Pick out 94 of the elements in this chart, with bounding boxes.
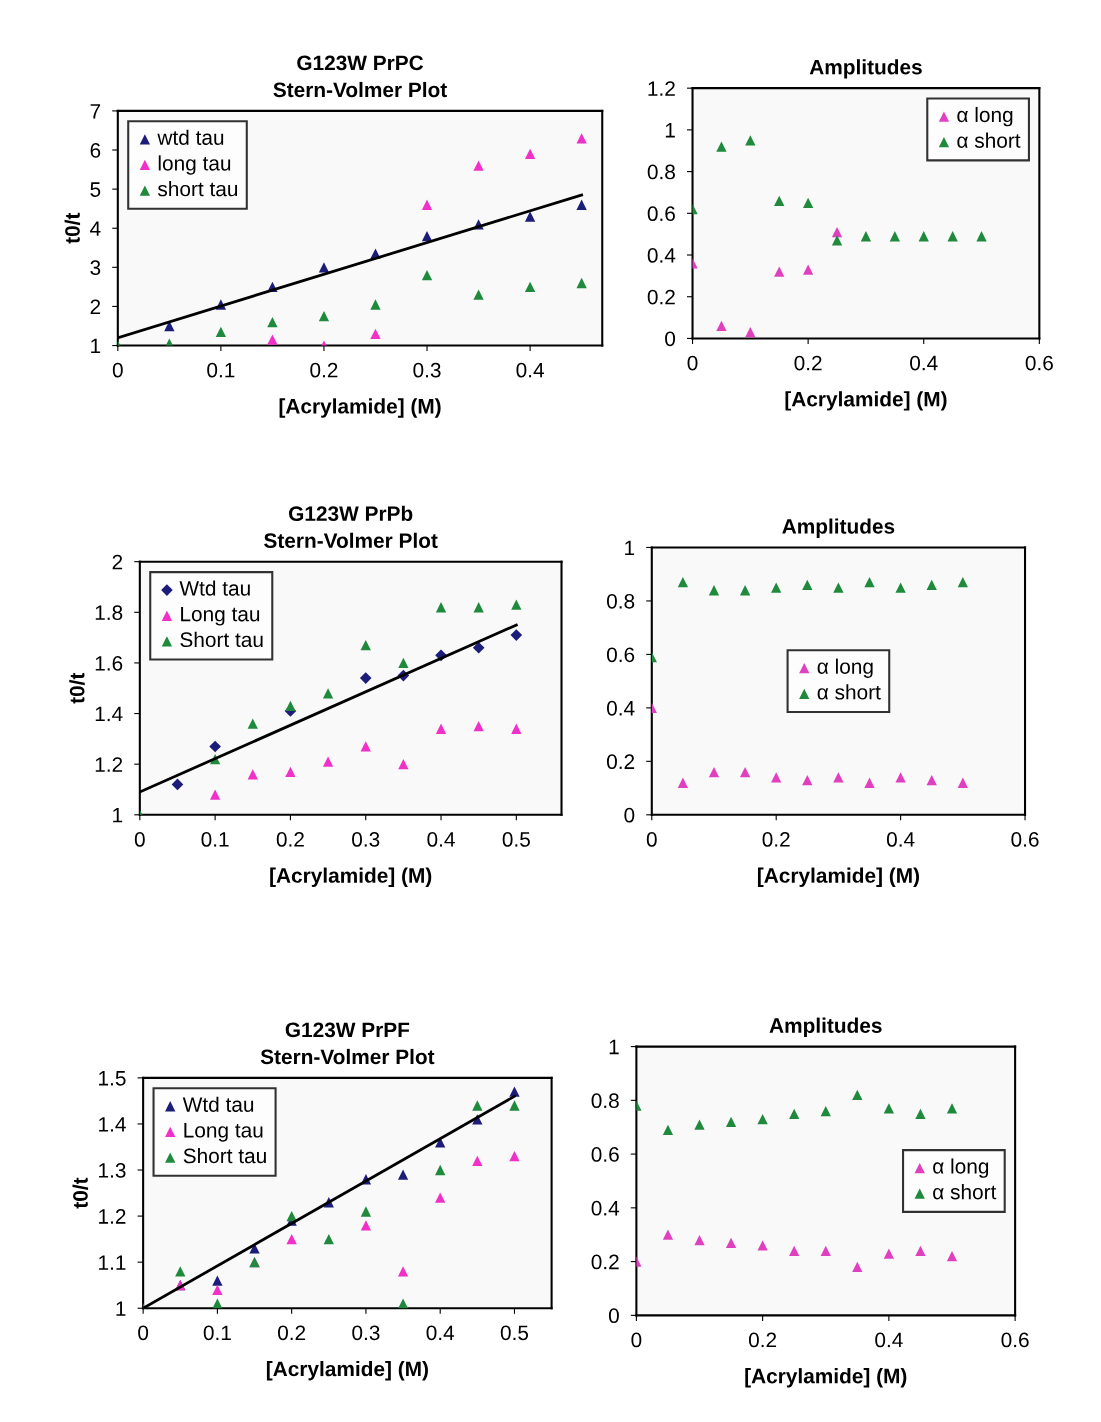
y-tick-label: 0.2	[606, 754, 635, 770]
x-tick-label: 0.4	[910, 355, 938, 371]
legend-label: α short	[933, 1184, 997, 1200]
legend-label: Wtd tau	[179, 580, 250, 596]
y-tick-label: 2	[90, 299, 101, 314]
x-tick-label: 0	[687, 355, 698, 371]
legend-label: long tau	[158, 155, 231, 175]
y-tick-label: 0.4	[606, 700, 635, 716]
chart-title: G123W PrPF Stern-Volmer Plot	[260, 1022, 435, 1065]
legend-label: α long	[933, 1158, 989, 1178]
y-tick-label: 1	[91, 338, 101, 354]
legend-label: short tau	[157, 181, 238, 197]
x-tick-label: 0.5	[502, 832, 530, 847]
y-tick-label: 0.8	[591, 1093, 619, 1109]
y-axis-title: t0/t	[64, 212, 81, 244]
y-axis-title: t0/t	[72, 1177, 89, 1209]
x-tick-label: 0.1	[201, 832, 229, 847]
x-axis-title: [Acrylamide] (M)	[745, 1368, 907, 1388]
y-tick-label: 7	[90, 104, 101, 119]
x-axis-title: [Acrylamide] (M)	[785, 391, 947, 411]
chart-title: Amplitudes	[782, 518, 895, 538]
x-tick-label: 0.6	[1011, 832, 1039, 847]
x-tick-label: 0.2	[794, 355, 822, 371]
x-tick-label: 0.2	[762, 832, 790, 847]
y-tick-label: 0.2	[647, 289, 675, 305]
x-tick-label: 0.1	[207, 362, 235, 378]
y-tick-label: 3	[90, 260, 101, 276]
legend-label: Wtd tau	[182, 1096, 254, 1112]
y-tick-label: 1.8	[95, 605, 123, 621]
y-tick-label: 6	[90, 143, 101, 158]
y-tick-label: 1	[113, 808, 123, 823]
x-tick-label: 0.6	[1025, 355, 1053, 371]
y-tick-label: 0.8	[606, 593, 635, 609]
y-tick-label: 0.6	[591, 1147, 619, 1162]
y-axis-title: t0/t	[69, 672, 85, 704]
x-tick-label: 0.4	[427, 832, 455, 847]
legend-label: Short tau	[183, 1147, 266, 1164]
x-tick-label: 0.4	[886, 832, 915, 847]
y-tick-label: 1.2	[99, 1209, 126, 1224]
y-tick-label: 5	[90, 182, 101, 197]
legend-label: α short	[817, 684, 881, 700]
x-tick-label: 0.4	[875, 1332, 903, 1348]
y-tick-label: 0.8	[647, 164, 675, 180]
y-tick-label: 1.1	[99, 1255, 126, 1270]
legend-label: Short tau	[180, 631, 263, 648]
legend-label: α long	[957, 106, 1013, 127]
y-tick-label: 1	[609, 1039, 619, 1055]
y-tick-label: 1	[665, 123, 675, 138]
y-tick-label: 0.2	[591, 1254, 619, 1270]
x-tick-label: 0.4	[426, 1325, 455, 1341]
y-tick-label: 1.4	[99, 1117, 126, 1132]
y-tick-label: 0.4	[647, 248, 676, 263]
x-axis-title: [Acrylamide] (M)	[270, 867, 432, 887]
x-tick-label: 0.3	[352, 832, 380, 847]
y-tick-label: 1.3	[99, 1163, 126, 1178]
x-axis-title: [Acrylamide] (M)	[266, 1360, 428, 1381]
chart-title: G123W PrPC Stern-Volmer Plot	[273, 55, 447, 98]
chart-title: G123W PrPb Stern-Volmer Plot	[264, 505, 438, 549]
y-tick-label: 4	[90, 221, 101, 236]
y-tick-label: 0.6	[647, 206, 675, 222]
x-tick-label: 0.5	[500, 1325, 529, 1341]
legend-label: α short	[957, 132, 1021, 148]
x-tick-label: 0.1	[203, 1325, 231, 1341]
x-tick-label: 0.2	[276, 832, 304, 847]
y-tick-label: 0	[624, 807, 635, 823]
x-tick-label: 0.2	[278, 1325, 306, 1341]
y-tick-label: 1.5	[99, 1071, 126, 1086]
y-tick-label: 1.6	[95, 655, 123, 671]
legend-label: Long tau	[181, 606, 260, 626]
x-axis-title: [Acrylamide] (M)	[757, 867, 919, 887]
y-tick-label: 0.6	[606, 647, 635, 663]
x-tick-label: 0	[138, 1325, 149, 1341]
y-tick-label: 2	[112, 554, 123, 570]
x-tick-label: 0.3	[413, 362, 441, 378]
y-tick-label: 0.4	[591, 1200, 620, 1216]
x-tick-label: 0.3	[352, 1325, 380, 1341]
chart-title: Amplitudes	[809, 59, 922, 79]
y-tick-label: 1	[625, 540, 635, 556]
y-tick-label: 1.4	[95, 706, 123, 722]
x-tick-label: 0.2	[748, 1332, 777, 1348]
legend-label: wtd tau	[157, 129, 224, 145]
x-axis-title: [Acrylamide] (M)	[279, 398, 441, 418]
y-tick-label: 0	[665, 331, 676, 347]
y-tick-label: 1	[116, 1301, 126, 1316]
y-tick-label: 0	[608, 1308, 619, 1324]
legend-label: α long	[817, 658, 873, 679]
x-tick-label: 0.6	[1001, 1332, 1029, 1348]
chart-title: Amplitudes	[769, 1017, 882, 1038]
x-tick-label: 0.4	[516, 362, 544, 378]
y-tick-label: 1.2	[648, 81, 675, 96]
legend-label: Long tau	[184, 1123, 263, 1142]
y-tick-label: 1.2	[95, 757, 123, 772]
x-tick-label: 0.2	[310, 362, 338, 378]
x-tick-label: 0	[134, 832, 145, 847]
